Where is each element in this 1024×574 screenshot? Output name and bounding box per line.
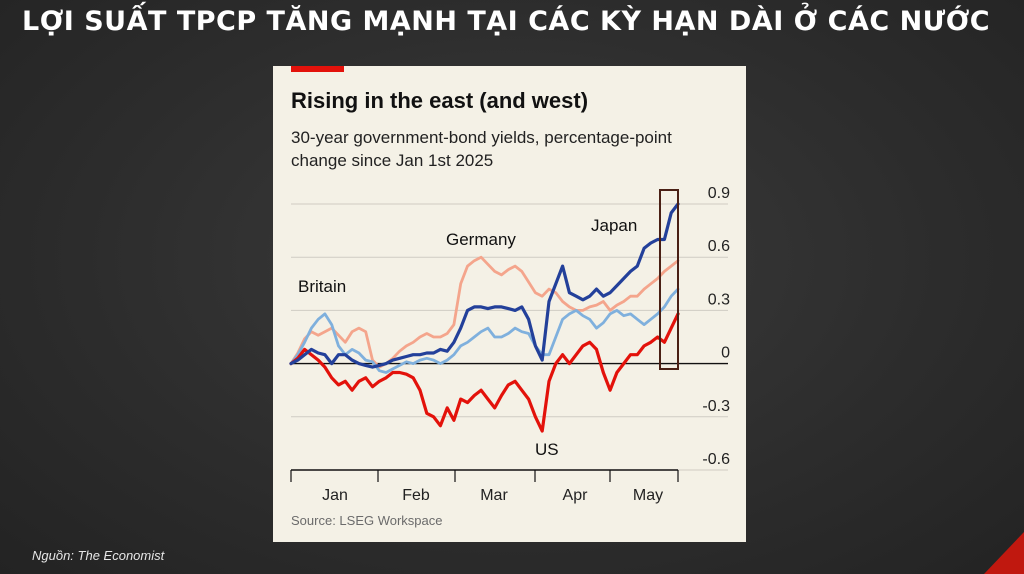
- y-tick-label: 0: [721, 345, 730, 362]
- x-tick-label: May: [633, 487, 663, 504]
- x-axis: Jan Feb Mar Apr May: [290, 469, 679, 504]
- chart-card: Rising in the east (and west) 30-year go…: [273, 66, 746, 542]
- series-line-germany: [289, 255, 680, 369]
- grid-layer: 0.9 0.6 0.3 0 -0.3 -0.6: [291, 185, 730, 471]
- chart-source: Source: LSEG Workspace: [291, 513, 443, 528]
- chart-subtitle: 30-year government-bond yields, percenta…: [291, 128, 672, 170]
- x-tick-label: Feb: [402, 487, 430, 504]
- series-label-japan: Japan: [591, 216, 637, 235]
- series-line-japan: [289, 202, 680, 369]
- series-line-us: [289, 312, 680, 433]
- corner-accent: [984, 532, 1024, 574]
- series-label-britain: Britain: [298, 277, 346, 296]
- footer-source: Nguồn: The Economist: [32, 548, 165, 563]
- x-tick-label: Apr: [563, 487, 589, 504]
- y-tick-label: 0.3: [708, 291, 730, 308]
- x-tick-label: Jan: [322, 487, 348, 504]
- series-layer: [289, 202, 680, 433]
- series-line-britain: [289, 287, 680, 374]
- slide-title: LỢI SUẤT TPCP TĂNG MẠNH TẠI CÁC KỲ HẠN D…: [22, 6, 991, 37]
- y-tick-label: -0.3: [702, 398, 730, 415]
- series-label-layer: Britain Germany Japan US: [298, 216, 637, 459]
- y-tick-label: 0.6: [708, 238, 730, 255]
- y-tick-label: 0.9: [708, 185, 730, 202]
- brand-tab: [291, 66, 344, 72]
- y-tick-label: -0.6: [702, 451, 730, 468]
- chart-title: Rising in the east (and west): [291, 88, 589, 113]
- chart-plot: 0.9 0.6 0.3 0 -0.3 -0.6 Britain Germany Japan US…: [289, 185, 730, 504]
- series-label-us: US: [535, 440, 559, 459]
- highlight-box: [659, 189, 679, 370]
- series-label-germany: Germany: [446, 230, 516, 249]
- x-tick-label: Mar: [480, 487, 508, 504]
